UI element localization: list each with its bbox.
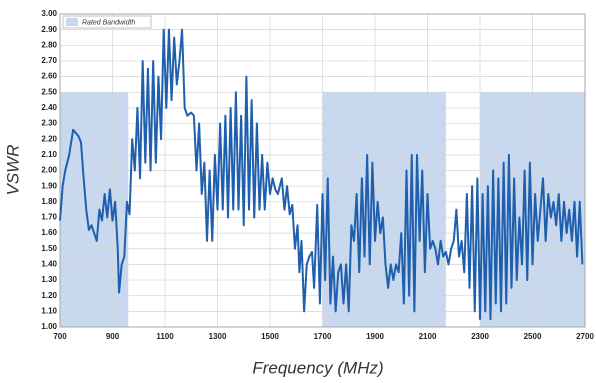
legend-label: Rated Bandwidth (82, 19, 135, 26)
y-tick-label: 2.60 (41, 72, 57, 81)
x-tick-label: 2500 (524, 332, 542, 341)
x-tick-label: 2700 (576, 332, 594, 341)
x-tick-label: 900 (106, 332, 120, 341)
y-tick-label: 1.50 (41, 244, 57, 253)
x-axis-label: Frequency (MHz) (252, 358, 383, 377)
y-tick-label: 2.10 (41, 150, 57, 159)
x-tick-label: 1500 (261, 332, 279, 341)
vswr-line (59, 28, 584, 321)
y-tick-label: 1.90 (41, 181, 57, 190)
x-tick-label: 700 (53, 332, 67, 341)
y-tick-label: 2.20 (41, 134, 57, 143)
y-tick-label: 2.90 (41, 25, 57, 34)
y-tick-label: 1.20 (41, 291, 57, 300)
y-tick-label: 1.10 (41, 306, 57, 315)
y-tick-label: 1.30 (41, 275, 57, 284)
y-tick-label: 2.70 (41, 56, 57, 65)
legend-swatch (66, 18, 78, 26)
plot-frame (59, 13, 586, 328)
x-tick-label: 1700 (314, 332, 332, 341)
legend-box (62, 15, 152, 29)
y-tick-label: 2.30 (41, 119, 57, 128)
x-tick-label: 2300 (471, 332, 489, 341)
y-tick-label: 2.00 (41, 166, 57, 175)
x-tick-label: 2100 (419, 332, 437, 341)
rated-band (60, 92, 129, 327)
y-tick-label: 2.40 (41, 103, 57, 112)
x-tick-label: 1100 (156, 332, 174, 341)
y-tick-label: 1.60 (41, 228, 57, 237)
y-tick-label: 1.80 (41, 197, 57, 206)
y-tick-label: 2.50 (41, 87, 57, 96)
y-tick-label: 1.00 (41, 322, 57, 331)
y-tick-label: 3.00 (41, 9, 57, 18)
y-tick-label: 1.70 (41, 213, 57, 222)
x-tick-label: 1300 (209, 332, 227, 341)
x-tick-label: 1900 (366, 332, 384, 341)
y-tick-label: 1.40 (41, 260, 57, 269)
y-tick-label: 2.80 (41, 40, 57, 49)
y-axis-label: VSWR (3, 145, 22, 196)
